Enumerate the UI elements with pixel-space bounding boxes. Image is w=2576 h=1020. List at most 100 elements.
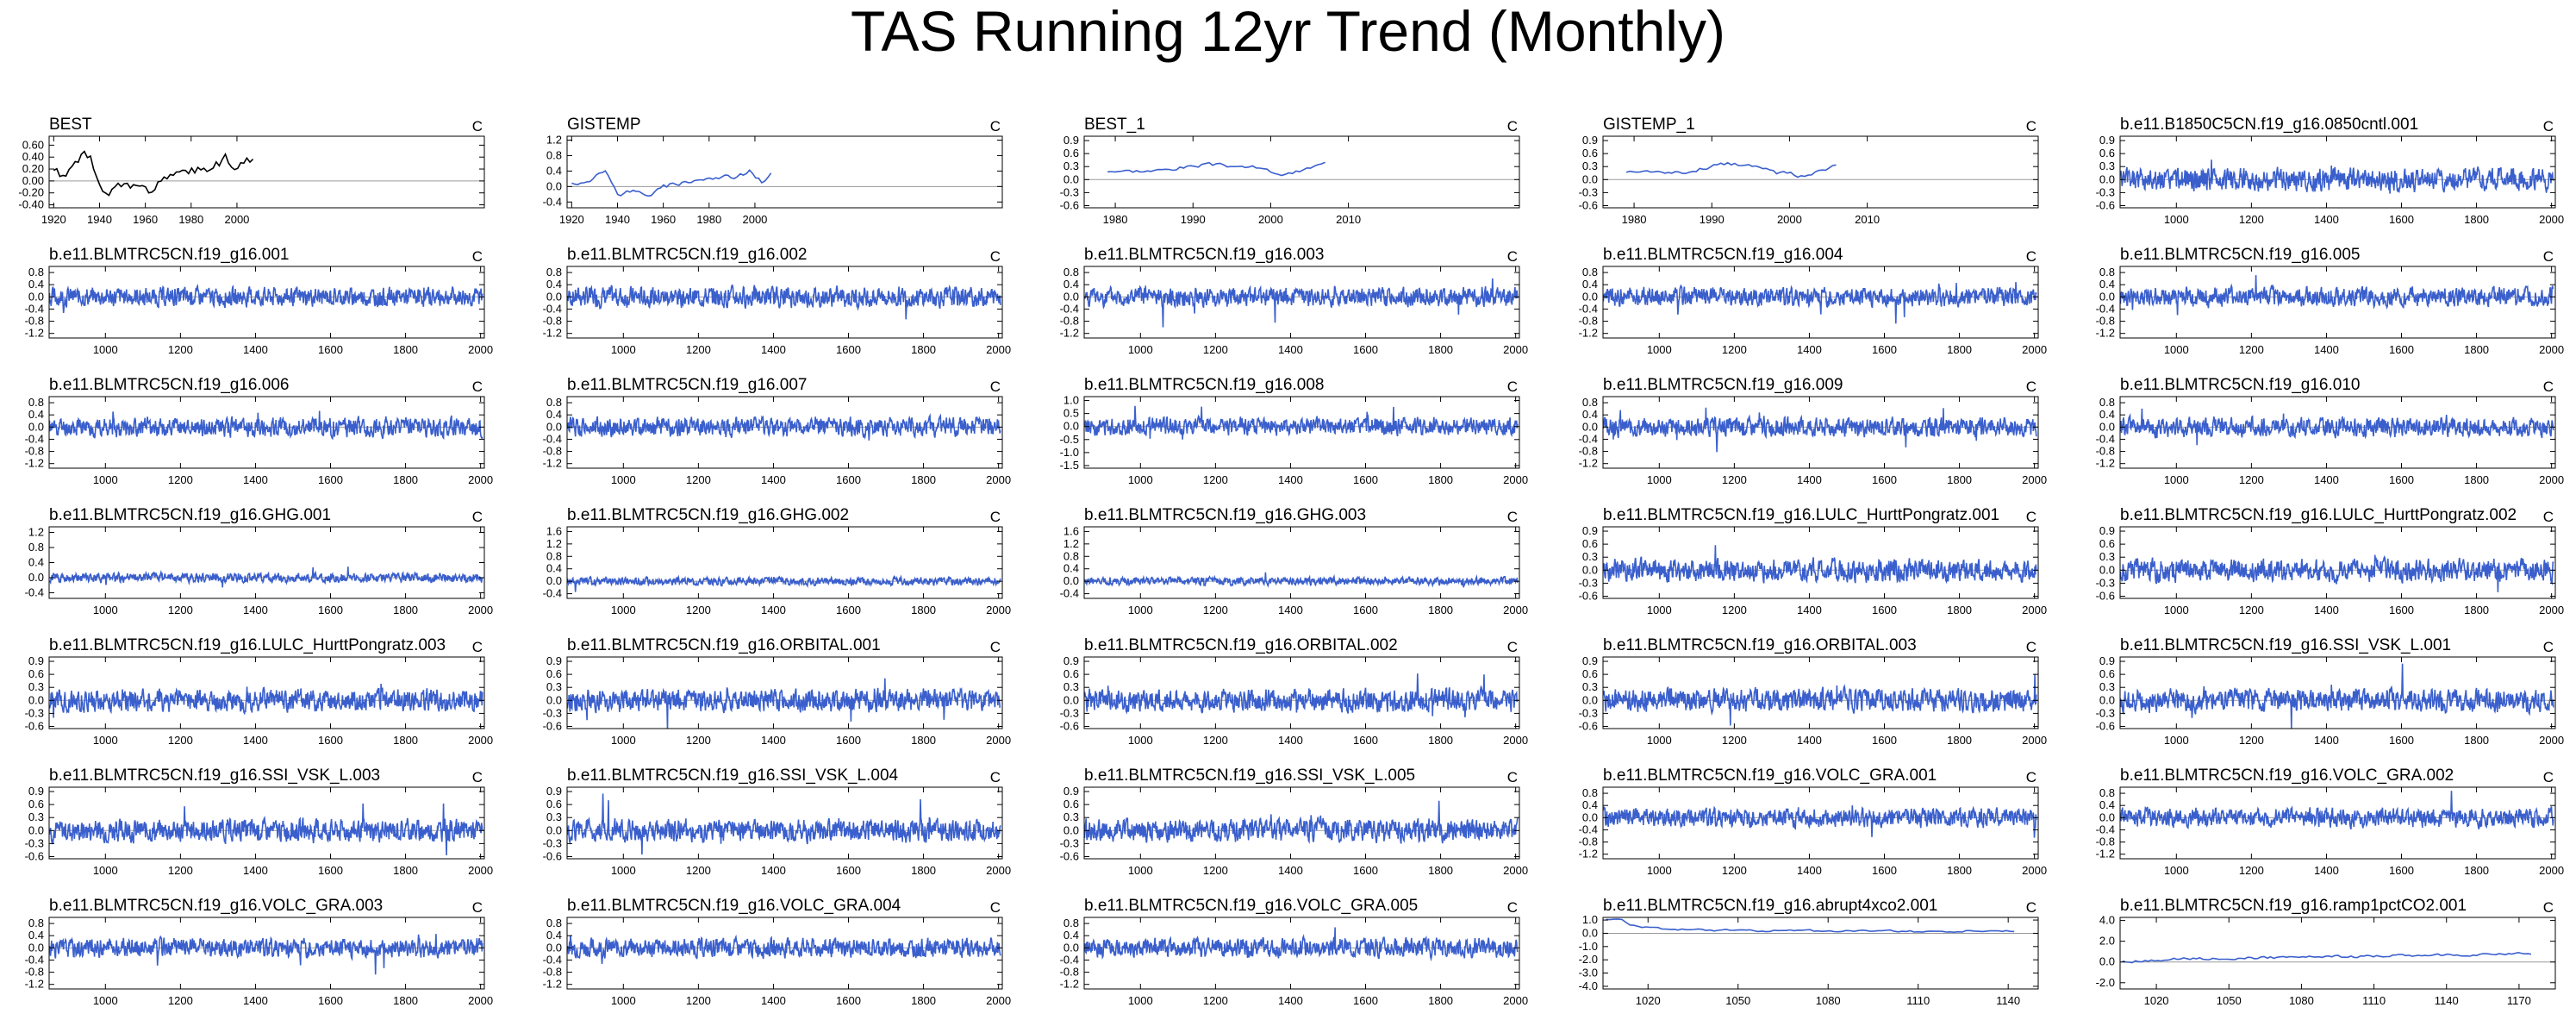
y-tick-label: 1.6 bbox=[546, 524, 562, 537]
panel-unit-label: C bbox=[1507, 639, 1518, 655]
panel-b-e11-blmtrc5cn-f19-g16-orbital-002: b.e11.BLMTRC5CN.f19_g16.ORBITAL.002 C 1000… bbox=[1060, 636, 1529, 747]
y-tick-label: 0.9 bbox=[2099, 654, 2115, 667]
y-tick-label: 0.4 bbox=[546, 562, 562, 575]
x-tick-label: 1800 bbox=[1428, 473, 1453, 486]
x-tick-label: 1800 bbox=[2464, 473, 2489, 486]
x-tick-label: 1800 bbox=[393, 343, 418, 356]
y-tick-label: 0.0 bbox=[546, 941, 562, 954]
x-tick-label: 1000 bbox=[2164, 604, 2189, 616]
y-tick-label: 0.4 bbox=[2099, 408, 2115, 421]
x-tick-label: 2010 bbox=[1336, 213, 1361, 226]
y-tick-label: 0.3 bbox=[1582, 550, 1598, 563]
x-tick-label: 1600 bbox=[2389, 473, 2414, 486]
panel-unit-label: C bbox=[2543, 769, 2554, 785]
plot-frame bbox=[1602, 526, 2039, 599]
x-tick-label: 1000 bbox=[1647, 864, 1672, 877]
y-tick-label: 1.0 bbox=[1582, 913, 1598, 926]
y-tick-label: -0.8 bbox=[543, 966, 562, 979]
x-tick-label: 2000 bbox=[2539, 473, 2564, 486]
y-tick-label: -0.4 bbox=[543, 587, 562, 600]
x-tick-label: 1600 bbox=[2389, 864, 2414, 877]
x-tick-label: 1800 bbox=[1428, 734, 1453, 747]
y-tick-label: -0.4 bbox=[2096, 823, 2115, 835]
y-tick-label: 0.0 bbox=[28, 693, 44, 706]
series-line bbox=[48, 684, 483, 718]
y-tick-label: 0.8 bbox=[546, 148, 562, 161]
series-line bbox=[2119, 554, 2554, 592]
x-tick-label: 1800 bbox=[2464, 734, 2489, 747]
y-tick-label: -0.4 bbox=[2096, 302, 2115, 315]
x-tick-label: 1600 bbox=[1872, 864, 1897, 877]
x-tick-label: 1600 bbox=[1872, 473, 1897, 486]
y-tick-label: 0.0 bbox=[1063, 574, 1079, 587]
series-line bbox=[1083, 278, 1519, 328]
panel-unit-label: C bbox=[2543, 379, 2554, 395]
series-line bbox=[48, 410, 483, 441]
y-tick-label: -0.8 bbox=[1579, 315, 1598, 328]
series-line bbox=[1602, 804, 2037, 838]
panel-unit-label: C bbox=[472, 248, 483, 265]
x-tick-label: 1400 bbox=[243, 864, 268, 877]
panel-unit-label: C bbox=[990, 248, 1001, 265]
series-line bbox=[2119, 791, 2554, 830]
series-line bbox=[1083, 572, 1519, 588]
y-tick-label: -0.8 bbox=[2096, 445, 2115, 458]
y-tick-label: 0.8 bbox=[1063, 266, 1079, 278]
panel-b-e11-blmtrc5cn-f19-g16-002: b.e11.BLMTRC5CN.f19_g16.002 C 1000 1200 1400… bbox=[543, 246, 1012, 356]
series-line bbox=[48, 284, 483, 313]
panel-unit-label: C bbox=[2026, 509, 2036, 525]
y-tick-label: -0.8 bbox=[25, 966, 44, 979]
x-tick-label: 2000 bbox=[468, 604, 493, 616]
panel-b-e11-blmtrc5cn-f19-g16-009: b.e11.BLMTRC5CN.f19_g16.009 C 1000 1200 1400… bbox=[1579, 376, 2048, 486]
x-tick-label: 1600 bbox=[836, 343, 861, 356]
y-tick-label: 0.0 bbox=[1063, 941, 1079, 954]
x-tick-label: 1400 bbox=[2314, 864, 2339, 877]
y-tick-label: 0.6 bbox=[1582, 147, 1598, 160]
y-tick-label: 0.8 bbox=[1582, 266, 1598, 278]
x-tick-label: 1400 bbox=[1797, 734, 1822, 747]
y-tick-label: 0.8 bbox=[1582, 786, 1598, 799]
x-tick-label: 1200 bbox=[2239, 864, 2264, 877]
panel-b-e11-blmtrc5cn-f19-g16-004: b.e11.BLMTRC5CN.f19_g16.004 C 1000 1200 1400… bbox=[1579, 246, 2048, 356]
x-tick-label: 1200 bbox=[686, 864, 711, 877]
chart-title: TAS Running 12yr Trend (Monthly) bbox=[851, 0, 1725, 63]
y-tick-label: -0.8 bbox=[1579, 835, 1598, 848]
y-tick-label: 0.6 bbox=[28, 667, 44, 680]
x-tick-label: 1000 bbox=[1647, 734, 1672, 747]
x-tick-label: 1020 bbox=[2144, 994, 2169, 1007]
series-line bbox=[566, 793, 1001, 855]
y-tick-label: 0.9 bbox=[546, 654, 562, 667]
y-tick-label: 0.0 bbox=[546, 420, 562, 433]
y-tick-label: -0.40 bbox=[18, 198, 44, 211]
plot-frame bbox=[1083, 396, 1520, 469]
panel-b-e11-blmtrc5cn-f19-g16-008: b.e11.BLMTRC5CN.f19_g16.008 C 1000 1200 1400… bbox=[1060, 376, 1529, 486]
panel-b-e11-blmtrc5cn-f19-g16-006: b.e11.BLMTRC5CN.f19_g16.006 C 1000 1200 1400… bbox=[25, 376, 494, 486]
plot-frame bbox=[1602, 656, 2039, 729]
y-tick-label: 0.4 bbox=[546, 278, 562, 291]
x-tick-label: 1600 bbox=[1353, 604, 1378, 616]
x-tick-label: 1000 bbox=[611, 604, 636, 616]
x-tick-label: 1400 bbox=[1278, 734, 1303, 747]
y-tick-label: 0.40 bbox=[22, 150, 44, 163]
y-tick-label: 0.4 bbox=[28, 408, 44, 421]
x-tick-label: 1600 bbox=[1353, 864, 1378, 877]
x-tick-label: 2000 bbox=[2539, 343, 2564, 356]
x-tick-label: 2000 bbox=[1503, 604, 1528, 616]
y-tick-label: 0.0 bbox=[28, 571, 44, 584]
y-tick-label: 0.3 bbox=[1582, 680, 1598, 693]
y-tick-label: 0.4 bbox=[1582, 408, 1598, 421]
x-tick-label: 1400 bbox=[1797, 604, 1822, 616]
plot-frame bbox=[2119, 135, 2556, 209]
x-tick-label: 1600 bbox=[1353, 994, 1378, 1007]
x-tick-label: 1000 bbox=[1128, 994, 1153, 1007]
panel-unit-label: C bbox=[2026, 899, 2036, 916]
y-tick-label: 1.6 bbox=[1063, 524, 1079, 537]
y-tick-label: 0.8 bbox=[1063, 917, 1079, 929]
y-tick-label: -0.8 bbox=[1060, 966, 1079, 979]
x-tick-label: 1990 bbox=[1700, 213, 1725, 226]
x-tick-label: 1800 bbox=[911, 734, 936, 747]
plot-frame bbox=[2119, 396, 2556, 469]
x-tick-label: 2000 bbox=[2022, 473, 2047, 486]
y-tick-label: 0.8 bbox=[546, 266, 562, 278]
